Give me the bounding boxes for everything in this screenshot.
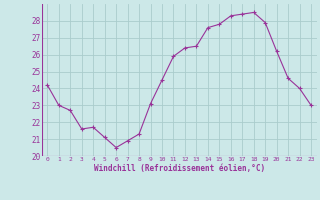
X-axis label: Windchill (Refroidissement éolien,°C): Windchill (Refroidissement éolien,°C) [94,164,265,173]
